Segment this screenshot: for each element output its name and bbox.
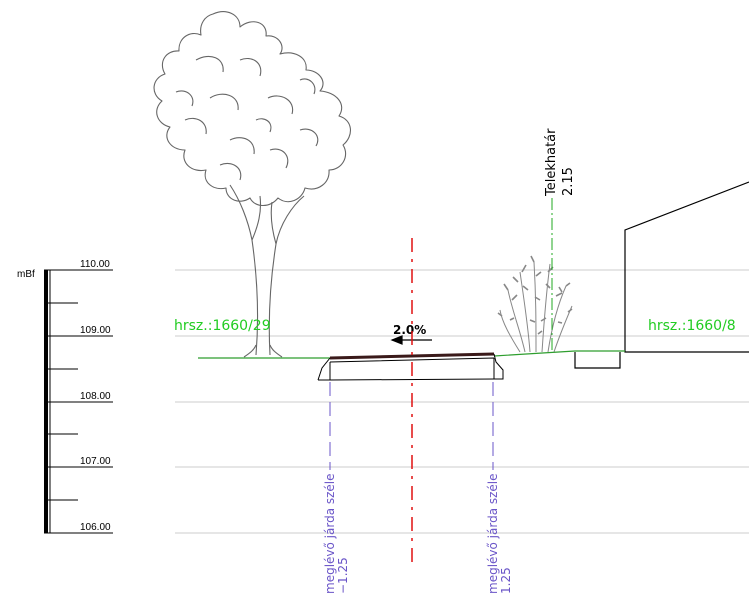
scale-label-107: 107.00 (80, 456, 111, 467)
scale-label-109: 109.00 (80, 325, 111, 336)
elevation-grid (175, 269, 749, 534)
ground-line-right (493, 350, 625, 357)
sidewalk-edge-right-label: meglévő járda széle (486, 473, 500, 594)
scale-label-110: 110.00 (80, 259, 110, 270)
scale-unit-label: mBf (17, 269, 35, 280)
tree-trunk (229, 184, 305, 356)
shrub-leaves (497, 255, 573, 335)
pavement-layer (329, 357, 495, 380)
tree-canopy-detail (175, 55, 319, 181)
parcel-label-right: hrsz.:1660/8 (648, 318, 736, 334)
ground-line (198, 350, 625, 359)
parcel-label-left: hrsz.:1660/29 (174, 318, 271, 334)
shrub-branches (499, 261, 573, 353)
sidewalk-edge-left-label: meglévő járda széle (323, 473, 337, 594)
parcel-boundary-label: Telekhatár (544, 128, 559, 197)
building-outline (574, 181, 749, 369)
parcel-boundary-value: 2.15 (561, 167, 576, 196)
shrub-icon (497, 255, 573, 353)
slope-arrow-head (390, 335, 403, 345)
tree-icon (153, 11, 351, 358)
sidewalk-edge-right-value: 1.25 (499, 567, 513, 594)
sidewalk-edge-markers (329, 382, 494, 470)
tree-canopy (153, 11, 351, 207)
scale-label-108: 108.00 (80, 391, 111, 402)
elevation-scale-bar: mBf 110.00 109.00 108.00 107.00 106.00 (17, 259, 113, 534)
sidewalk-edge-left-value: −1.25 (336, 557, 350, 594)
slope-label: 2.0% (393, 323, 426, 337)
road-section (317, 352, 504, 381)
pavement-top (329, 352, 495, 360)
scale-label-106: 106.00 (80, 522, 111, 533)
tree-roots (243, 344, 283, 358)
